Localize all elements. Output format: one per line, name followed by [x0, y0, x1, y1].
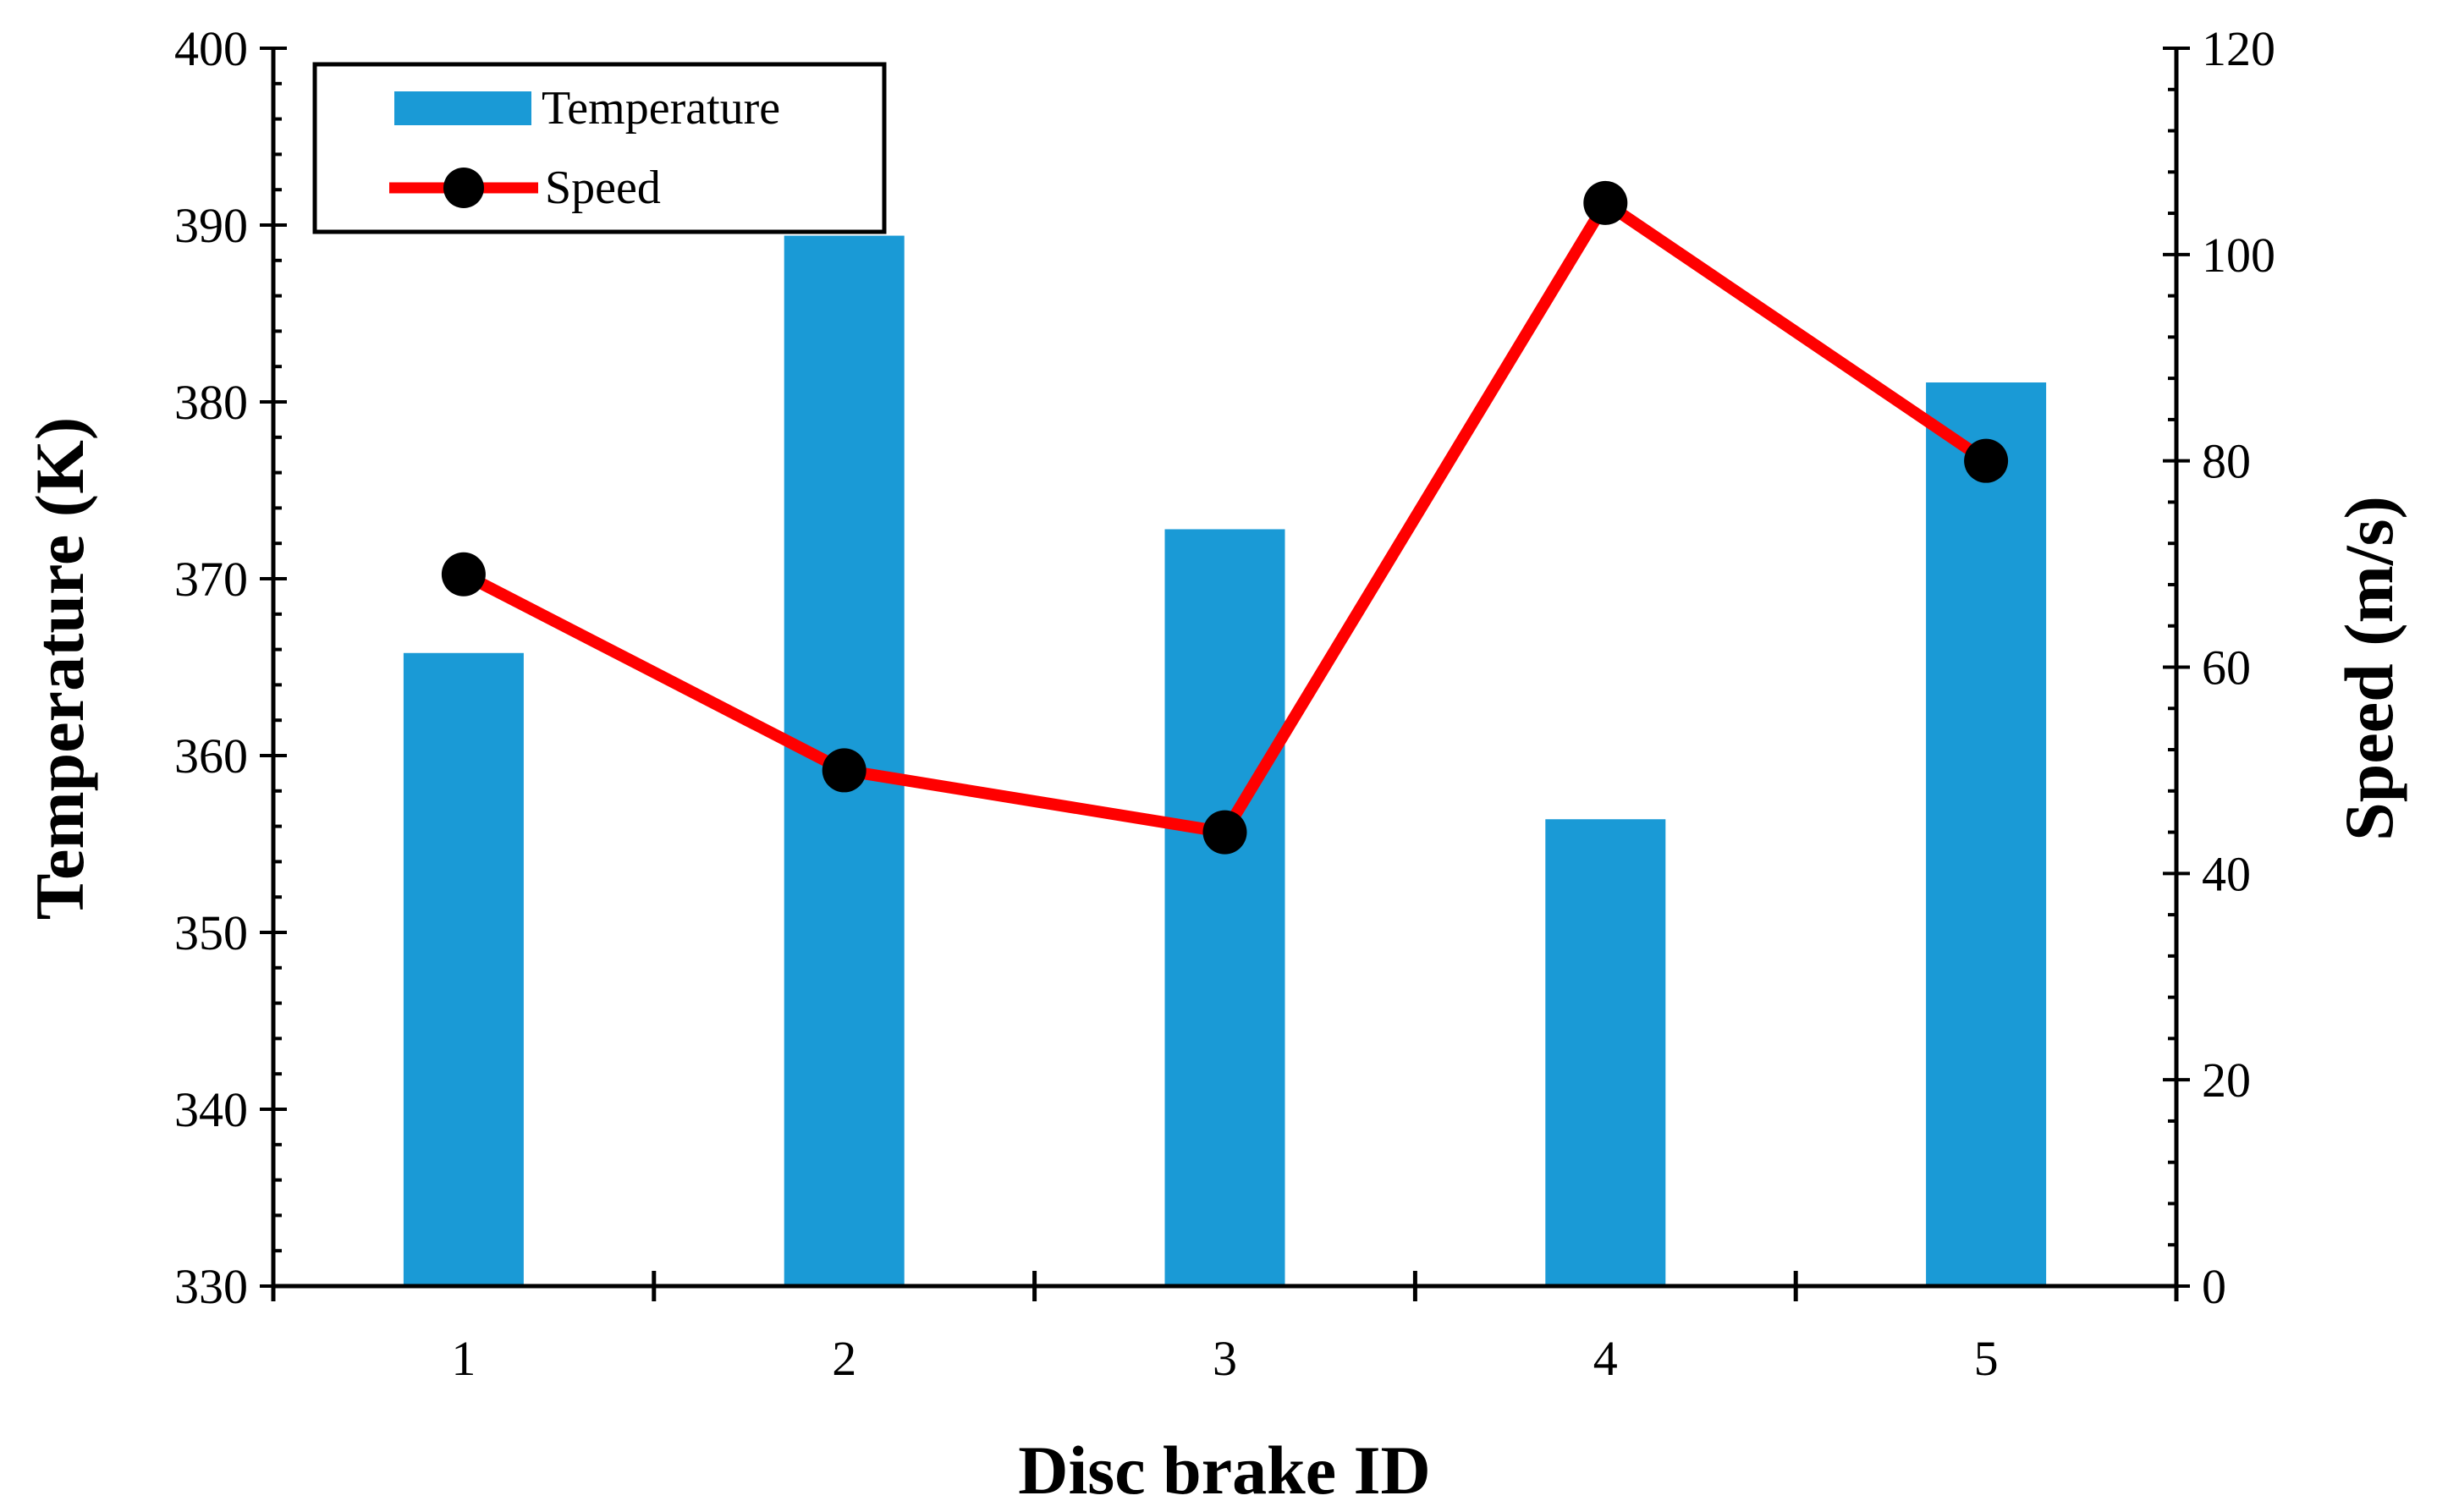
speed-point-1	[441, 552, 486, 597]
y-tick-label: 330	[174, 1259, 248, 1314]
y-tick-label: 350	[174, 905, 248, 960]
legend-speed-label: Speed	[545, 162, 661, 214]
temperature-bar-5	[1926, 382, 2047, 1286]
y2-tick-label: 100	[2202, 228, 2275, 283]
temperature-bars	[403, 235, 2047, 1286]
axes: 330 340 350 360 370 380 390 400 0 20 40 60 80 100 120 1…	[174, 21, 2275, 1386]
x-tick-label: 4	[1593, 1331, 1618, 1386]
legend-temperature-swatch	[394, 91, 531, 125]
y2-axis-title: Speed (m/s)	[2330, 496, 2407, 841]
x-tick-label: 1	[451, 1331, 476, 1386]
y2-tick-label: 20	[2202, 1053, 2251, 1108]
y-axis-title: Temperature (K)	[21, 417, 98, 920]
temperature-bar-4	[1545, 819, 1666, 1286]
legend-speed-marker	[443, 168, 484, 208]
y-tick-label: 360	[174, 729, 248, 783]
y-tick-label: 370	[174, 552, 248, 607]
x-tick-label: 2	[832, 1331, 856, 1386]
speed-point-3	[1202, 810, 1247, 855]
y-tick-label: 390	[174, 198, 248, 253]
legend-temperature-label: Temperature	[542, 82, 780, 135]
speed-point-2	[822, 748, 866, 793]
x-tick-label: 5	[1974, 1331, 1999, 1386]
speed-line	[441, 180, 2009, 855]
x-tick-label: 3	[1213, 1331, 1237, 1386]
y-tick-label: 380	[174, 375, 248, 430]
y-tick-label: 340	[174, 1082, 248, 1137]
speed-point-5	[1964, 438, 2009, 483]
y2-tick-label: 80	[2202, 434, 2251, 489]
y2-tick-label: 40	[2202, 846, 2251, 901]
temperature-bar-3	[1164, 529, 1285, 1286]
legend: Temperature Speed	[312, 62, 887, 234]
y2-tick-label: 0	[2202, 1259, 2226, 1314]
temperature-bar-1	[403, 652, 524, 1286]
x-axis-title: Disc brake ID	[1018, 1432, 1430, 1509]
y-tick-label: 400	[174, 21, 248, 76]
speed-point-4	[1583, 180, 1628, 225]
y2-tick-label: 120	[2202, 21, 2275, 76]
y2-tick-label: 60	[2202, 641, 2251, 696]
